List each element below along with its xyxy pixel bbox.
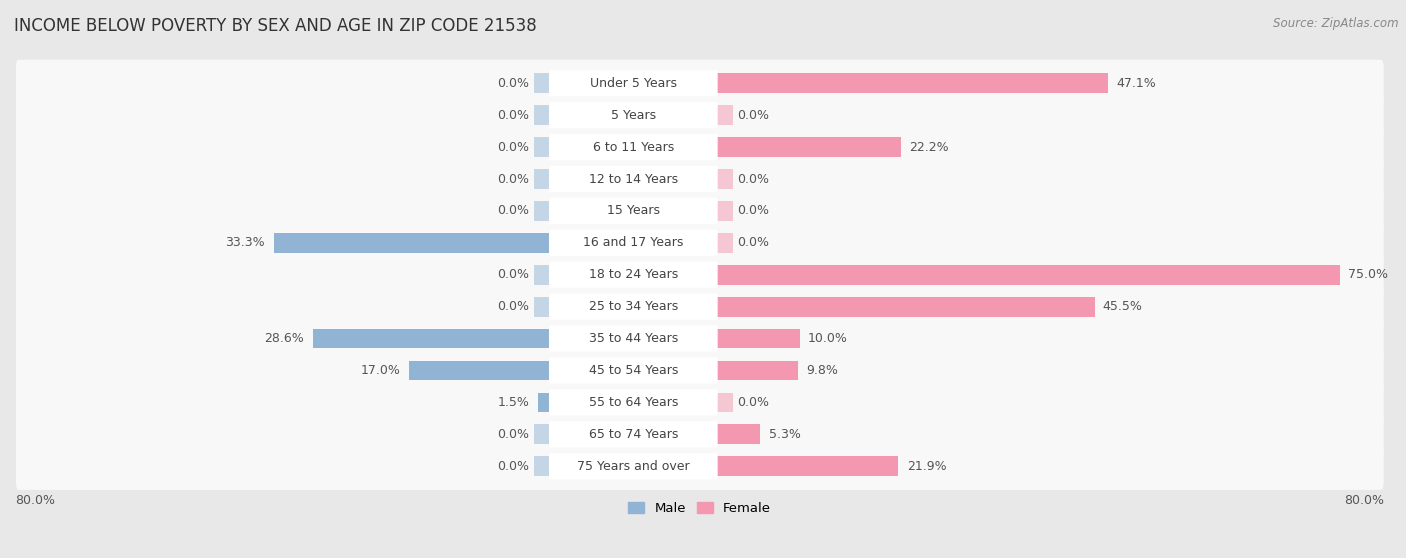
Text: 0.0%: 0.0% <box>737 237 769 249</box>
Bar <box>717 265 1340 285</box>
FancyBboxPatch shape <box>548 325 717 352</box>
Text: 12 to 14 Years: 12 to 14 Years <box>589 172 678 185</box>
FancyBboxPatch shape <box>548 262 717 288</box>
Text: 17.0%: 17.0% <box>361 364 401 377</box>
FancyBboxPatch shape <box>15 379 1384 426</box>
FancyBboxPatch shape <box>548 166 717 192</box>
Text: 0.0%: 0.0% <box>498 109 530 122</box>
Bar <box>717 329 800 349</box>
Text: 0.0%: 0.0% <box>498 77 530 90</box>
FancyBboxPatch shape <box>548 134 717 160</box>
FancyBboxPatch shape <box>15 283 1384 330</box>
FancyBboxPatch shape <box>548 230 717 256</box>
Bar <box>534 425 550 444</box>
FancyBboxPatch shape <box>548 294 717 320</box>
FancyBboxPatch shape <box>15 187 1384 234</box>
Bar <box>534 456 550 476</box>
Bar <box>717 169 733 189</box>
Bar <box>717 233 733 253</box>
Text: 45.5%: 45.5% <box>1102 300 1143 313</box>
Text: 15 Years: 15 Years <box>607 204 659 218</box>
FancyBboxPatch shape <box>15 155 1384 203</box>
Bar <box>409 360 550 381</box>
FancyBboxPatch shape <box>548 70 717 97</box>
Bar <box>312 329 550 349</box>
Text: 35 to 44 Years: 35 to 44 Years <box>589 332 678 345</box>
Text: 21.9%: 21.9% <box>907 460 946 473</box>
Text: 75.0%: 75.0% <box>1348 268 1388 281</box>
FancyBboxPatch shape <box>548 453 717 479</box>
Text: 25 to 34 Years: 25 to 34 Years <box>589 300 678 313</box>
FancyBboxPatch shape <box>548 358 717 383</box>
FancyBboxPatch shape <box>548 102 717 128</box>
Text: Source: ZipAtlas.com: Source: ZipAtlas.com <box>1274 17 1399 30</box>
Text: 0.0%: 0.0% <box>498 204 530 218</box>
FancyBboxPatch shape <box>548 421 717 448</box>
Text: 0.0%: 0.0% <box>498 428 530 441</box>
Text: 16 and 17 Years: 16 and 17 Years <box>583 237 683 249</box>
Text: Under 5 Years: Under 5 Years <box>591 77 676 90</box>
Bar <box>534 297 550 316</box>
Bar <box>717 137 901 157</box>
FancyBboxPatch shape <box>15 123 1384 171</box>
Bar <box>534 265 550 285</box>
Text: 0.0%: 0.0% <box>498 268 530 281</box>
Text: 5.3%: 5.3% <box>769 428 800 441</box>
Text: 0.0%: 0.0% <box>498 172 530 185</box>
FancyBboxPatch shape <box>548 198 717 224</box>
Bar <box>717 360 797 381</box>
Text: 18 to 24 Years: 18 to 24 Years <box>589 268 678 281</box>
Bar <box>717 425 761 444</box>
FancyBboxPatch shape <box>15 92 1384 139</box>
Bar <box>534 73 550 93</box>
Text: 10.0%: 10.0% <box>808 332 848 345</box>
Bar <box>717 392 733 412</box>
Bar <box>717 297 1094 316</box>
Bar <box>717 201 733 221</box>
Text: 28.6%: 28.6% <box>264 332 304 345</box>
Text: 45 to 54 Years: 45 to 54 Years <box>589 364 678 377</box>
Bar <box>534 201 550 221</box>
FancyBboxPatch shape <box>15 315 1384 362</box>
Legend: Male, Female: Male, Female <box>623 497 776 521</box>
Bar <box>534 105 550 125</box>
Text: 33.3%: 33.3% <box>225 237 266 249</box>
Text: 5 Years: 5 Years <box>610 109 655 122</box>
FancyBboxPatch shape <box>15 442 1384 490</box>
Text: 75 Years and over: 75 Years and over <box>576 460 689 473</box>
FancyBboxPatch shape <box>15 411 1384 458</box>
FancyBboxPatch shape <box>548 389 717 416</box>
Text: 0.0%: 0.0% <box>498 460 530 473</box>
Text: 9.8%: 9.8% <box>806 364 838 377</box>
Text: 0.0%: 0.0% <box>498 300 530 313</box>
FancyBboxPatch shape <box>15 219 1384 267</box>
Bar <box>534 137 550 157</box>
Text: 0.0%: 0.0% <box>737 396 769 409</box>
Text: 65 to 74 Years: 65 to 74 Years <box>589 428 678 441</box>
Bar <box>717 105 733 125</box>
Bar <box>534 169 550 189</box>
Text: 0.0%: 0.0% <box>737 109 769 122</box>
Bar <box>274 233 550 253</box>
Text: 0.0%: 0.0% <box>737 172 769 185</box>
Bar <box>717 73 1108 93</box>
Text: 1.5%: 1.5% <box>498 396 530 409</box>
Text: 47.1%: 47.1% <box>1116 77 1156 90</box>
Text: 0.0%: 0.0% <box>737 204 769 218</box>
Text: INCOME BELOW POVERTY BY SEX AND AGE IN ZIP CODE 21538: INCOME BELOW POVERTY BY SEX AND AGE IN Z… <box>14 17 537 35</box>
FancyBboxPatch shape <box>15 251 1384 299</box>
Text: 22.2%: 22.2% <box>910 141 949 153</box>
Text: 6 to 11 Years: 6 to 11 Years <box>593 141 673 153</box>
Text: 55 to 64 Years: 55 to 64 Years <box>589 396 678 409</box>
Text: 0.0%: 0.0% <box>498 141 530 153</box>
FancyBboxPatch shape <box>15 347 1384 394</box>
FancyBboxPatch shape <box>15 60 1384 107</box>
Bar <box>717 456 898 476</box>
Bar <box>537 392 550 412</box>
